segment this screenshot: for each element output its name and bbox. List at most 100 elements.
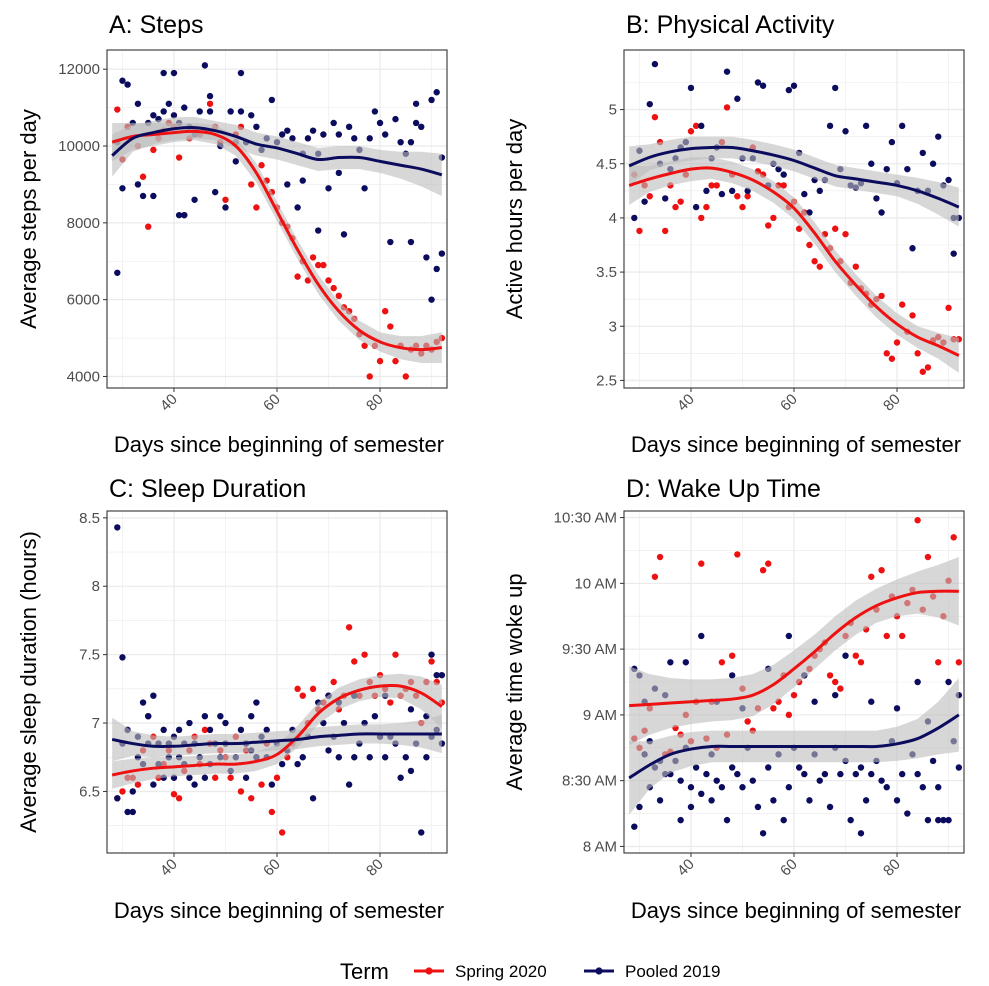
data-point-spring-2020	[320, 261, 327, 269]
data-point-pooled-2019	[309, 127, 317, 134]
data-point-pooled-2019	[878, 209, 885, 216]
data-point-pooled-2019	[826, 803, 834, 811]
data-point-spring-2020	[646, 193, 653, 200]
legend-label-pooled-2019: Pooled 2019	[625, 962, 720, 981]
data-point-spring-2020	[950, 534, 957, 541]
data-point-spring-2020	[299, 692, 306, 699]
data-point-pooled-2019	[114, 795, 121, 802]
data-point-pooled-2019	[119, 77, 126, 84]
x-tick-label: 80	[363, 391, 387, 415]
data-point-pooled-2019	[150, 692, 157, 699]
legend-key-dot-spring-2020	[425, 967, 433, 975]
data-point-pooled-2019	[325, 185, 332, 192]
data-point-pooled-2019	[263, 726, 270, 734]
data-point-spring-2020	[175, 795, 183, 802]
y-tick-label: 10 AM	[574, 575, 617, 592]
data-point-pooled-2019	[919, 149, 926, 157]
data-point-pooled-2019	[248, 713, 255, 720]
data-point-spring-2020	[708, 182, 715, 189]
data-point-pooled-2019	[304, 135, 312, 142]
data-point-pooled-2019	[785, 86, 793, 94]
data-point-spring-2020	[258, 781, 265, 788]
data-point-pooled-2019	[345, 123, 353, 131]
x-tick-label: 80	[363, 856, 387, 880]
data-point-pooled-2019	[893, 705, 901, 712]
panel-title: C: Sleep Duration	[109, 475, 306, 503]
y-tick-label: 10000	[58, 138, 100, 155]
data-point-pooled-2019	[708, 797, 715, 804]
data-point-spring-2020	[206, 100, 214, 107]
data-point-pooled-2019	[351, 754, 358, 761]
data-point-spring-2020	[392, 357, 399, 365]
data-point-spring-2020	[919, 368, 926, 375]
data-point-pooled-2019	[832, 84, 839, 92]
panel-title: B: Physical Activity	[626, 11, 835, 39]
data-point-pooled-2019	[703, 770, 710, 778]
data-point-pooled-2019	[739, 784, 746, 791]
data-point-pooled-2019	[428, 296, 435, 303]
data-point-pooled-2019	[811, 698, 818, 705]
data-point-pooled-2019	[412, 100, 420, 107]
data-point-pooled-2019	[698, 790, 705, 798]
data-point-pooled-2019	[201, 774, 209, 781]
data-point-pooled-2019	[206, 726, 214, 734]
data-point-pooled-2019	[335, 169, 343, 177]
data-point-pooled-2019	[857, 830, 865, 837]
data-point-pooled-2019	[361, 185, 368, 192]
data-point-pooled-2019	[284, 127, 291, 134]
plot-area	[111, 62, 446, 380]
data-point-spring-2020	[914, 350, 921, 357]
data-point-spring-2020	[770, 705, 777, 712]
y-tick-label: 2.5	[596, 372, 617, 389]
data-point-pooled-2019	[423, 254, 430, 261]
data-point-pooled-2019	[759, 82, 767, 89]
data-point-pooled-2019	[631, 214, 638, 222]
y-tick-label: 5	[609, 102, 617, 119]
data-point-pooled-2019	[433, 265, 440, 273]
data-point-pooled-2019	[945, 816, 952, 824]
data-point-pooled-2019	[428, 651, 435, 658]
data-point-pooled-2019	[759, 830, 767, 837]
data-point-spring-2020	[945, 304, 952, 312]
data-point-spring-2020	[330, 678, 337, 686]
data-point-spring-2020	[273, 774, 281, 781]
data-point-spring-2020	[837, 685, 844, 692]
data-point-spring-2020	[387, 323, 394, 330]
confidence-band-pooled-2019	[112, 714, 442, 762]
data-point-pooled-2019	[366, 754, 373, 761]
data-point-pooled-2019	[145, 713, 152, 720]
data-point-pooled-2019	[687, 84, 695, 92]
y-tick-label: 4000	[67, 368, 100, 385]
data-point-pooled-2019	[119, 185, 126, 192]
data-point-pooled-2019	[423, 754, 430, 761]
data-point-pooled-2019	[196, 108, 203, 115]
x-tick-label: 40	[674, 856, 698, 880]
y-axis-title: Average time woke up	[502, 573, 527, 790]
data-point-spring-2020	[651, 113, 659, 121]
data-point-pooled-2019	[330, 119, 337, 127]
data-point-pooled-2019	[397, 138, 404, 146]
data-point-pooled-2019	[868, 770, 875, 778]
data-point-pooled-2019	[692, 764, 700, 771]
data-point-pooled-2019	[165, 100, 173, 107]
data-point-spring-2020	[728, 652, 736, 659]
x-tick-label: 80	[880, 856, 904, 880]
panel-4: 8 AM 8:30 AM 9 AM 9:30 AM 10 AM 10:30 AM 40 60 8…	[502, 475, 965, 923]
y-tick-label: 8.5	[79, 510, 100, 527]
data-point-pooled-2019	[816, 777, 823, 784]
data-point-pooled-2019	[407, 138, 415, 146]
data-point-pooled-2019	[191, 781, 198, 788]
data-point-pooled-2019	[904, 165, 911, 173]
data-point-pooled-2019	[289, 135, 296, 142]
data-point-spring-2020	[330, 284, 337, 292]
data-point-pooled-2019	[242, 774, 250, 781]
x-tick-label: 40	[157, 391, 181, 415]
data-point-pooled-2019	[366, 135, 373, 142]
data-point-pooled-2019	[237, 69, 245, 77]
data-point-spring-2020	[309, 685, 317, 693]
data-point-spring-2020	[883, 350, 890, 357]
data-point-spring-2020	[955, 659, 963, 666]
trend-line-spring-2020	[111, 683, 443, 777]
confidence-band-spring-2020	[112, 673, 442, 789]
data-point-pooled-2019	[160, 69, 167, 77]
